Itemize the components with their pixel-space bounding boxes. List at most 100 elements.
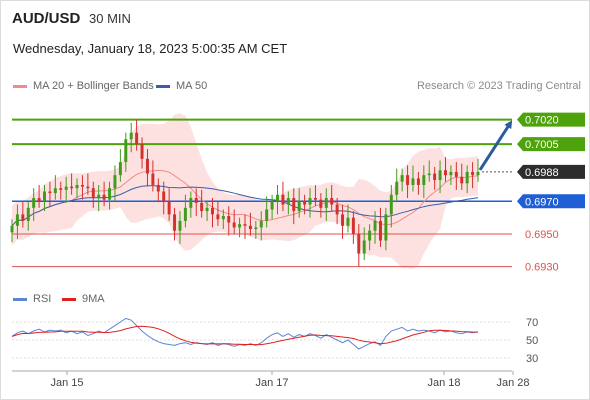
- candle-body: [210, 207, 214, 215]
- candle-body: [140, 144, 144, 159]
- x-tick-label: Jan 18: [427, 377, 460, 389]
- candle-body: [427, 173, 431, 176]
- level-label-0.7005: 0.7005: [525, 139, 559, 151]
- candle-body: [221, 216, 225, 220]
- legend-ma50-label: MA 50: [176, 80, 208, 92]
- candle-body: [449, 171, 453, 176]
- candle-body: [53, 188, 57, 194]
- candle-body: [351, 217, 355, 234]
- ma9-swatch: [62, 297, 76, 301]
- candle-body: [324, 198, 328, 208]
- candle-body: [118, 162, 122, 176]
- candle-body: [368, 230, 372, 241]
- level-label-0.6950: 0.6950: [525, 229, 559, 241]
- ma50-swatch: [156, 84, 170, 88]
- candle-body: [129, 132, 133, 140]
- candle-body: [37, 198, 41, 202]
- candle-body: [259, 220, 263, 228]
- candle-body: [108, 188, 112, 200]
- candle-body: [357, 233, 361, 254]
- candle-body: [270, 201, 274, 210]
- candle-body: [476, 171, 480, 176]
- candle-body: [433, 173, 437, 181]
- legend-ma9-label: 9MA: [82, 293, 105, 305]
- candle-body: [319, 199, 323, 208]
- candle-body: [200, 202, 204, 212]
- candle-body: [91, 188, 95, 199]
- candle-body: [443, 170, 447, 176]
- candle-body: [303, 201, 307, 205]
- x-tick-label: Jan 28: [496, 377, 529, 389]
- candle-body: [422, 175, 426, 185]
- candle-body: [80, 184, 84, 187]
- candle-body: [189, 198, 193, 208]
- candle-body: [276, 194, 280, 202]
- level-label-0.6930: 0.6930: [525, 262, 559, 274]
- rsi-tick-label: 50: [526, 335, 538, 347]
- ma50-line: [11, 185, 479, 227]
- level-tag-0.6970: [517, 194, 585, 209]
- candle-body: [471, 171, 475, 176]
- candle-body: [59, 188, 63, 190]
- candle-body: [248, 225, 252, 230]
- candle-body: [335, 204, 339, 215]
- candle-body: [395, 181, 399, 195]
- candle-body: [238, 224, 242, 228]
- level-label-0.6970: 0.6970: [525, 196, 559, 208]
- candle-body: [48, 191, 52, 194]
- level-label-0.7020: 0.7020: [525, 115, 559, 127]
- candle-body: [378, 220, 382, 241]
- legend-ma20-label: MA 20 + Bollinger Bands: [33, 80, 154, 92]
- legend-ma20: MA 20 + Bollinger Bands: [13, 80, 154, 92]
- instrument-symbol: AUD/USD: [12, 10, 81, 27]
- candle-body: [26, 207, 30, 221]
- rsi-tick-label: 70: [526, 317, 538, 329]
- candle-body: [86, 186, 90, 189]
- candle-body: [465, 171, 469, 184]
- candle-body: [389, 194, 393, 215]
- candle-body: [460, 176, 464, 184]
- candle-body: [64, 186, 68, 190]
- timestamp-label: Wednesday, January 18, 2023 5:00:35 AM C…: [13, 41, 288, 56]
- candle-body: [113, 175, 117, 189]
- candle-body: [97, 194, 101, 199]
- rsi-swatch: [13, 297, 27, 301]
- candle-body: [454, 171, 458, 177]
- candle-body: [32, 198, 36, 208]
- candle-body: [313, 198, 317, 200]
- rsi-line: [11, 317, 479, 350]
- candle-body: [400, 175, 404, 182]
- legend-ma9: 9MA: [62, 293, 105, 305]
- projection-arrow: [478, 120, 513, 171]
- candle-body: [183, 207, 187, 221]
- candle-body: [43, 191, 47, 202]
- candle-body: [194, 198, 198, 203]
- candle-body: [438, 170, 442, 181]
- candle-body: [297, 201, 301, 212]
- candle-body: [243, 224, 247, 226]
- candle-body: [135, 132, 139, 145]
- candle-body: [102, 194, 106, 200]
- candle-body: [151, 173, 155, 185]
- candle-body: [416, 178, 420, 185]
- candle-body: [232, 222, 236, 228]
- candle-body: [70, 186, 74, 189]
- candle-body: [156, 184, 160, 192]
- candle-body: [292, 198, 296, 212]
- ma20-swatch: [13, 84, 27, 88]
- candle-body: [265, 209, 269, 221]
- x-tick-label: Jan 17: [255, 377, 288, 389]
- level-tag-0.7005: [517, 137, 585, 152]
- candle-body: [15, 214, 19, 226]
- candle-body: [286, 198, 290, 205]
- candle-body: [162, 191, 166, 202]
- legend-ma50: MA 50: [156, 80, 207, 92]
- rsi-tick-label: 30: [526, 353, 538, 365]
- candle-body: [205, 207, 209, 212]
- candle-body: [178, 220, 182, 231]
- candle-body: [341, 214, 345, 226]
- candle-body: [75, 184, 79, 189]
- candle-body: [21, 214, 25, 221]
- candle-body: [308, 198, 312, 205]
